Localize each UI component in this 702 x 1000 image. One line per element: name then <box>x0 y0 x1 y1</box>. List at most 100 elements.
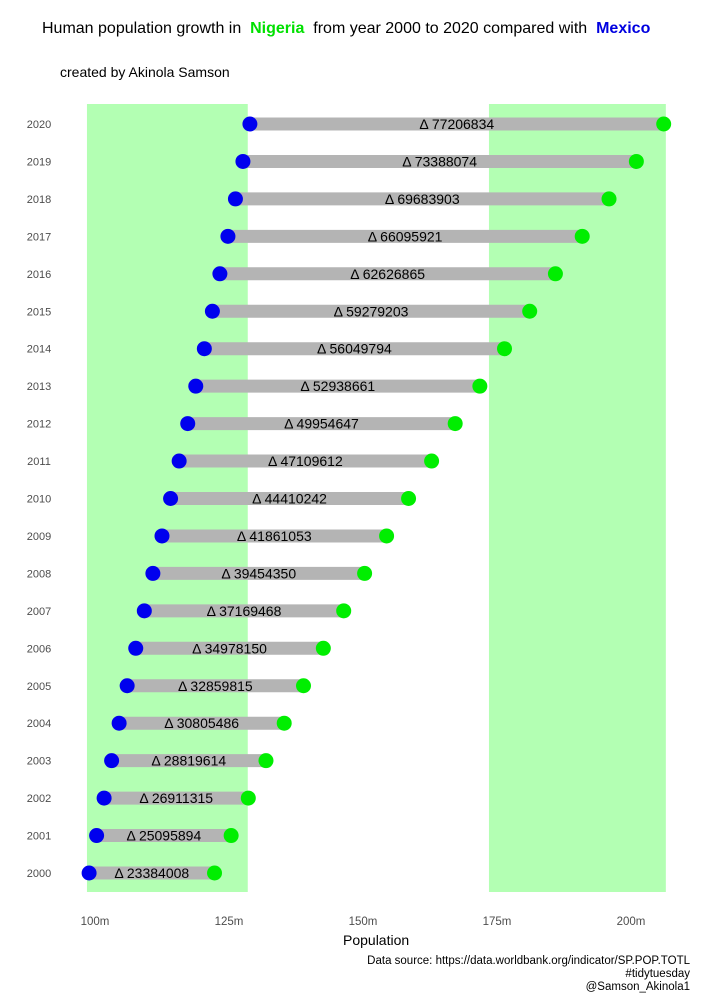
x-axis-title: Population <box>343 932 410 948</box>
nigeria-point-2017 <box>574 228 590 244</box>
mexico-point-2007 <box>136 603 152 619</box>
y-tick-label-2015: 2015 <box>27 306 51 318</box>
y-tick-label-2005: 2005 <box>27 681 51 693</box>
nigeria-point-2019 <box>628 153 644 169</box>
delta-label-2009: Δ 41861053 <box>237 528 312 544</box>
y-tick-label-2010: 2010 <box>27 494 51 506</box>
delta-label-2007: Δ 37169468 <box>207 603 282 619</box>
nigeria-point-2007 <box>336 603 352 619</box>
y-tick-label-2011: 2011 <box>27 456 51 468</box>
x-tick-label-150m: 150m <box>349 916 378 928</box>
mexico-point-2018 <box>227 191 243 207</box>
mexico-point-2017 <box>220 228 236 244</box>
x-tick-label-200m: 200m <box>617 916 646 928</box>
delta-label-2015: Δ 59279203 <box>334 303 409 319</box>
delta-label-2008: Δ 39454350 <box>221 565 296 581</box>
nigeria-point-2014 <box>497 341 513 357</box>
nigeria-point-2000 <box>207 865 223 881</box>
shaded-band-2 <box>488 104 666 892</box>
chart-title: Human population growth in Nigeria from … <box>42 20 650 38</box>
x-tick-label-100m: 100m <box>81 916 110 928</box>
caption-source: Data source: https://data.worldbank.org/… <box>367 955 690 967</box>
mexico-point-2014 <box>196 341 212 357</box>
caption-handle: @Samson_Akinola1 <box>585 981 690 993</box>
title-mexico: Mexico <box>596 20 651 37</box>
mexico-point-2002 <box>96 790 112 806</box>
y-tick-label-2014: 2014 <box>27 344 51 356</box>
nigeria-point-2001 <box>223 828 239 844</box>
nigeria-point-2009 <box>379 528 395 544</box>
nigeria-point-2010 <box>401 491 417 506</box>
delta-label-2018: Δ 69683903 <box>385 191 460 207</box>
caption-hashtag: #tidytuesday <box>625 968 690 980</box>
y-tick-label-2006: 2006 <box>27 643 51 655</box>
nigeria-point-2016 <box>547 266 563 282</box>
title-part2: from year 2000 to 2020 compared with <box>313 20 588 37</box>
nigeria-point-2012 <box>447 416 463 432</box>
x-tick-label-175m: 175m <box>483 916 512 928</box>
y-tick-label-2013: 2013 <box>27 381 51 393</box>
mexico-point-2008 <box>145 565 161 581</box>
delta-label-2002: Δ 26911315 <box>139 790 213 806</box>
mexico-point-2011 <box>171 453 187 469</box>
delta-label-2014: Δ 56049794 <box>317 341 392 357</box>
title-nigeria: Nigeria <box>250 20 305 37</box>
y-tick-label-2000: 2000 <box>27 868 51 880</box>
y-tick-label-2012: 2012 <box>27 419 51 431</box>
delta-label-2004: Δ 30805486 <box>164 715 239 731</box>
mexico-point-2019 <box>235 153 251 169</box>
mexico-point-2000 <box>81 865 97 881</box>
mexico-point-2020 <box>242 116 258 132</box>
y-tick-label-2009: 2009 <box>27 531 51 543</box>
delta-label-2010: Δ 44410242 <box>252 491 327 507</box>
nigeria-point-2003 <box>258 753 274 769</box>
mexico-point-2016 <box>212 266 228 282</box>
delta-label-2006: Δ 34978150 <box>192 640 267 656</box>
y-tick-label-2008: 2008 <box>27 568 51 580</box>
nigeria-point-2013 <box>472 378 488 394</box>
mexico-point-2006 <box>128 640 144 656</box>
nigeria-point-2005 <box>296 678 312 694</box>
delta-label-2017: Δ 66095921 <box>368 228 443 244</box>
mexico-point-2001 <box>89 828 105 844</box>
caption: Data source: https://data.worldbank.org/… <box>367 955 690 994</box>
mexico-point-2012 <box>180 416 196 432</box>
nigeria-point-2002 <box>240 790 256 806</box>
nigeria-point-2020 <box>656 116 672 132</box>
y-tick-label-2019: 2019 <box>27 156 51 168</box>
delta-label-2013: Δ 52938661 <box>300 378 375 394</box>
y-tick-label-2001: 2001 <box>27 831 51 843</box>
delta-label-2020: Δ 77206834 <box>419 116 494 132</box>
y-tick-label-2020: 2020 <box>27 119 51 131</box>
delta-label-2011: Δ 47109612 <box>268 453 343 469</box>
nigeria-point-2015 <box>522 303 538 319</box>
y-tick-label-2007: 2007 <box>27 606 51 618</box>
chart-subtitle: created by Akinola Samson <box>60 64 230 80</box>
y-tick-label-2004: 2004 <box>27 718 51 730</box>
mexico-point-2003 <box>104 753 120 769</box>
y-tick-label-2017: 2017 <box>27 231 51 243</box>
delta-label-2001: Δ 25095894 <box>126 828 201 844</box>
mexico-point-2009 <box>154 528 170 544</box>
delta-label-2019: Δ 73388074 <box>402 153 477 169</box>
nigeria-point-2011 <box>424 453 440 469</box>
y-tick-label-2018: 2018 <box>27 194 51 206</box>
mexico-point-2010 <box>163 491 179 506</box>
x-tick-label-125m: 125m <box>215 916 244 928</box>
delta-label-2005: Δ 32859815 <box>178 678 253 694</box>
nigeria-point-2006 <box>315 640 331 656</box>
nigeria-point-2018 <box>601 191 617 207</box>
mexico-point-2013 <box>188 378 204 394</box>
y-tick-label-2002: 2002 <box>27 793 51 805</box>
delta-label-2003: Δ 28819614 <box>151 753 226 769</box>
delta-label-2012: Δ 49954647 <box>284 416 359 432</box>
delta-label-2016: Δ 62626865 <box>350 266 425 282</box>
y-tick-label-2003: 2003 <box>27 756 51 768</box>
mexico-point-2015 <box>204 303 220 319</box>
nigeria-point-2004 <box>276 715 292 731</box>
nigeria-point-2008 <box>357 565 373 581</box>
mexico-point-2005 <box>119 678 135 694</box>
delta-label-2000: Δ 23384008 <box>114 865 189 881</box>
y-tick-label-2016: 2016 <box>27 269 51 281</box>
